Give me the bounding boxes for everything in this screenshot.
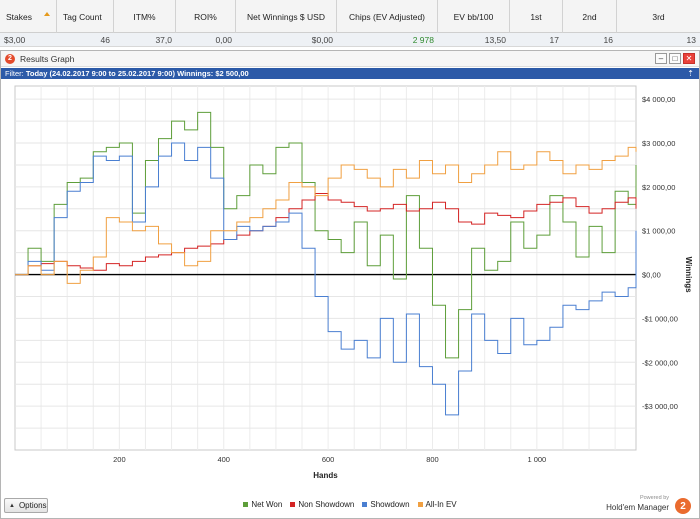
filter-winnings: Winnings: $2 500,00	[177, 69, 249, 78]
header-label: 3rd	[652, 11, 665, 22]
plot-area	[14, 85, 637, 451]
y-tick-label: -$3 000,00	[642, 402, 678, 411]
legend-label: All-In EV	[425, 500, 457, 509]
header-label: ROI%	[194, 11, 217, 22]
window-title: Results Graph	[20, 53, 75, 64]
cell-net-winnings: $0,00	[311, 35, 333, 45]
header-label: Chips (EV Adjusted)	[348, 11, 426, 22]
x-axis-title: Hands	[313, 471, 338, 480]
cell-roi: 0,00	[215, 35, 232, 45]
series-line-showdown	[15, 142, 637, 416]
header-label: Net Winnings $ USD	[247, 11, 325, 22]
legend-label: Net Won	[251, 500, 283, 509]
header-label: 1st	[530, 11, 542, 22]
hm2-app-icon: 2	[5, 53, 15, 64]
filter-label: Filter:	[5, 69, 24, 78]
header-chips-ev[interactable]: Chips (EV Adjusted)	[337, 0, 438, 33]
cell-stakes: $3,00	[4, 35, 26, 45]
header-3rd[interactable]: 3rd	[617, 0, 700, 33]
minimize-button[interactable]: –	[655, 53, 667, 64]
bottom-bar: ▲ Options Net Won Non Showdown Showdown All…	[1, 493, 699, 518]
hm2-logo-icon: 2	[675, 498, 691, 514]
cell-1st: 17	[549, 35, 559, 45]
y-axis-title: Winnings	[684, 257, 693, 293]
cell-ev-bb100: 13,50	[484, 35, 506, 45]
legend-swatch	[362, 502, 368, 507]
header-label: Stakes	[6, 11, 32, 22]
maximize-button[interactable]: □	[669, 53, 681, 64]
series-line-non-showdown	[15, 192, 637, 276]
x-tick-label: 200	[113, 455, 126, 464]
window-controls: – □ ✕	[655, 53, 695, 64]
legend-item[interactable]: All-In EV	[417, 500, 457, 509]
legend-swatch	[290, 502, 296, 507]
legend-item[interactable]: Showdown	[362, 500, 410, 509]
series-line-all-in-ev	[15, 146, 637, 284]
cell-3rd: 13	[686, 35, 696, 45]
results-chart[interactable]: $4 000,00 $3 000,00 $2 000,00 $1 000,00 $0,0…	[1, 80, 699, 490]
brand-name: Hold'em Manager	[606, 503, 669, 512]
x-tick-label: 800	[426, 455, 439, 464]
cell-itm: 37,0	[155, 35, 172, 45]
stats-header: Stakes Tag Count ITM% ROI% Net Winnings …	[0, 0, 700, 33]
legend-item[interactable]: Net Won	[243, 500, 282, 509]
header-roi[interactable]: ROI%	[176, 0, 236, 33]
legend-label: Showdown	[370, 500, 410, 509]
y-tick-label: $1 000,00	[642, 227, 675, 236]
series-line-net-won	[15, 111, 637, 359]
window-titlebar[interactable]: 2 Results Graph – □ ✕	[1, 51, 699, 67]
options-label: Options	[18, 501, 47, 510]
header-label: ITM%	[133, 11, 156, 22]
y-tick-label: $2 000,00	[642, 183, 675, 192]
results-graph-window: 2 Results Graph – □ ✕ Filter: Today (24.…	[0, 50, 700, 519]
header-tag-count[interactable]: Tag Count	[57, 0, 114, 33]
header-net-winnings[interactable]: Net Winnings $ USD	[236, 0, 337, 33]
header-2nd[interactable]: 2nd	[563, 0, 617, 33]
cell-2nd: 16	[603, 35, 613, 45]
y-tick-label: -$1 000,00	[642, 314, 678, 323]
filter-text: Today (24.02.2017 9:00 to 25.02.2017 9:0…	[25, 69, 175, 78]
powered-by-text: Powered by	[639, 495, 669, 501]
header-itm[interactable]: ITM%	[114, 0, 176, 33]
pin-icon[interactable]: ⇡	[687, 69, 694, 78]
y-tick-label: -$2 000,00	[642, 358, 678, 367]
chart-legend: Net Won Non Showdown Showdown All-In EV	[1, 500, 699, 509]
header-label: 2nd	[582, 11, 597, 22]
cell-chips-ev: 2 978	[412, 35, 434, 45]
legend-item[interactable]: Non Showdown	[290, 500, 354, 509]
stats-data-row[interactable]: $3,00 46 37,0 0,00 $0,00 2 978 13,50 17 …	[0, 33, 700, 47]
header-ev-bb100[interactable]: EV bb/100	[438, 0, 510, 33]
sort-ascending-icon[interactable]	[44, 12, 50, 16]
legend-swatch	[417, 502, 423, 507]
chart-svg[interactable]: $4 000,00 $3 000,00 $2 000,00 $1 000,00 $0,0…	[1, 80, 699, 490]
x-tick-label: 400	[217, 455, 230, 464]
x-tick-label: 600	[322, 455, 335, 464]
legend-swatch	[243, 502, 249, 507]
legend-label: Non Showdown	[298, 500, 355, 509]
y-tick-label: $4 000,00	[642, 95, 675, 104]
y-tick-label: $3 000,00	[642, 139, 675, 148]
options-button[interactable]: ▲ Options	[4, 498, 48, 513]
header-label: EV bb/100	[453, 11, 494, 22]
cell-tag-count: 46	[100, 35, 110, 45]
header-stakes[interactable]: Stakes	[0, 0, 57, 33]
close-button[interactable]: ✕	[683, 53, 695, 64]
branding: Powered by Hold'em Manager 2	[606, 495, 691, 517]
x-tick-label: 1 000	[527, 455, 546, 464]
header-label: Tag Count	[63, 11, 102, 22]
options-arrow-icon: ▲	[9, 502, 15, 509]
filter-bar[interactable]: Filter: Today (24.02.2017 9:00 to 25.02.…	[1, 68, 699, 79]
y-tick-label: $0,00	[642, 271, 661, 280]
header-1st[interactable]: 1st	[510, 0, 563, 33]
